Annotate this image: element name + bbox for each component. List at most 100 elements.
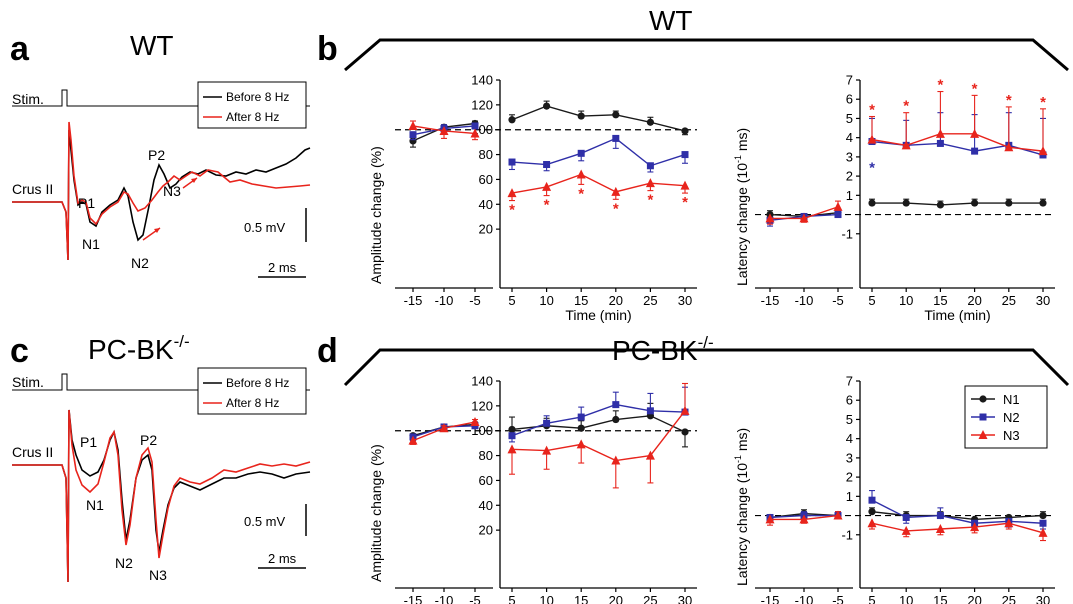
n2-point-marker xyxy=(1039,519,1047,527)
x-tick-label: 25 xyxy=(1002,293,1016,308)
latency-ylabel-b: Latency change (10-1 ms) xyxy=(733,128,750,286)
n3-point-marker xyxy=(970,128,980,138)
x-tick-label: 10 xyxy=(539,593,553,604)
x-tick-label: -15 xyxy=(404,293,423,308)
n3-line xyxy=(511,410,686,462)
n2-point-marker xyxy=(681,151,689,159)
site-label: Crus II xyxy=(12,181,53,197)
x-tick-label: -5 xyxy=(832,593,844,604)
x-tick-label: 20 xyxy=(967,593,981,604)
x-tick-label: -5 xyxy=(832,293,844,308)
y-tick-label: -1 xyxy=(841,226,853,241)
n2-point-marker xyxy=(646,162,654,170)
y-tick-label: 6 xyxy=(846,92,853,107)
y-tick-label: 80 xyxy=(479,147,493,162)
n2-line xyxy=(511,403,686,437)
peak-label-p1: P1 xyxy=(80,434,97,450)
n2-point-marker xyxy=(936,139,944,147)
series-n2 xyxy=(409,122,689,173)
n3-point-marker xyxy=(507,188,517,198)
peak-label-n2: N2 xyxy=(131,255,149,271)
series-legend-d: N1 N2 N3 xyxy=(964,385,1048,449)
y-tick-label: 5 xyxy=(846,111,853,126)
x-tick-label: -10 xyxy=(435,293,454,308)
x-tick-label: 20 xyxy=(609,593,623,604)
n3-point-marker xyxy=(765,514,775,524)
n3-point-marker xyxy=(439,125,449,135)
shift-arrow-n2-head xyxy=(154,228,160,233)
legend-after-label: After 8 Hz xyxy=(226,396,279,410)
sig-star-n2: * xyxy=(869,160,875,177)
n1-point-marker xyxy=(1039,511,1047,520)
n1-point-marker xyxy=(936,201,945,209)
y-tick-label: 2 xyxy=(846,169,853,184)
n1-point-marker xyxy=(868,508,876,516)
n2-line xyxy=(511,137,686,167)
stim-label: Stim. xyxy=(12,91,44,107)
latency-ylabel-d: Latency change (10-1 ms) xyxy=(733,428,750,586)
n3-point-marker xyxy=(799,514,809,524)
svg-text:Latency change (10-1 ms): Latency change (10-1 ms) xyxy=(733,428,750,586)
n3-point-marker xyxy=(867,518,877,528)
n1-point-marker xyxy=(508,116,516,124)
n3-point-marker xyxy=(970,522,980,532)
x-tick-label: 25 xyxy=(643,593,657,604)
n3-point-marker xyxy=(611,455,621,465)
x-tick-label: 10 xyxy=(899,593,913,604)
n3-point-marker xyxy=(576,169,586,179)
legend-n1-label: N1 xyxy=(1003,392,1020,407)
y-tick-label: 40 xyxy=(479,197,493,212)
series-n2 xyxy=(409,386,689,443)
n3-point-marker xyxy=(470,417,480,427)
y-tick-label: 60 xyxy=(479,473,493,488)
panel-a-title: WT xyxy=(130,30,174,61)
y-tick-label: 140 xyxy=(471,73,493,88)
series-n1 xyxy=(409,100,689,148)
scale-time-label: 2 ms xyxy=(268,260,297,275)
n3-line xyxy=(511,173,686,194)
trace-legend-box xyxy=(197,81,307,129)
scale-time-label: 2 ms xyxy=(268,551,297,566)
stim-label: Stim. xyxy=(12,374,44,390)
series-n3 xyxy=(765,90,1048,225)
x-tick-label: -15 xyxy=(404,593,423,604)
n3-point-marker xyxy=(408,120,418,130)
x-tick-label: -10 xyxy=(435,593,454,604)
bracket-b xyxy=(344,38,1069,72)
n3-point-marker xyxy=(1004,518,1014,528)
sig-star-n3: * xyxy=(937,77,943,94)
n2-point-marker xyxy=(612,401,620,409)
x-tick-label: 30 xyxy=(1036,593,1050,604)
n3-point-marker xyxy=(470,128,480,138)
n3-point-marker xyxy=(833,510,843,520)
x-tick-label: 5 xyxy=(508,293,515,308)
n3-point-marker xyxy=(645,178,655,188)
n1-point-marker xyxy=(508,425,516,434)
n3-point-marker xyxy=(935,128,945,138)
svg-text:PC-BK-/-: PC-BK-/- xyxy=(88,332,190,365)
panel-c-title: PC-BK-/- xyxy=(88,332,190,365)
n3-point-marker xyxy=(901,525,911,535)
series-n3 xyxy=(765,510,1048,542)
sig-star-n3: * xyxy=(869,102,875,119)
n1-point-marker xyxy=(681,428,689,436)
sig-star-n3: * xyxy=(972,80,978,97)
n2-point-marker xyxy=(577,149,585,157)
y-tick-label: 3 xyxy=(846,149,853,164)
n3-point-marker xyxy=(799,213,809,223)
n2-point-marker xyxy=(612,134,620,142)
x-tick-label: 25 xyxy=(643,293,657,308)
sig-star-n3: * xyxy=(1006,92,1012,109)
n3-point-marker xyxy=(935,524,945,534)
y-tick-label: 80 xyxy=(479,448,493,463)
peak-label-p2: P2 xyxy=(148,147,165,163)
n1-point-marker xyxy=(971,199,979,207)
n3-line xyxy=(871,522,1044,534)
n2-line xyxy=(871,499,1044,524)
x-tick-label: -15 xyxy=(761,593,780,604)
n1-point-marker xyxy=(868,199,876,207)
site-label: Crus II xyxy=(12,444,53,460)
sig-star-n3: * xyxy=(509,202,515,219)
